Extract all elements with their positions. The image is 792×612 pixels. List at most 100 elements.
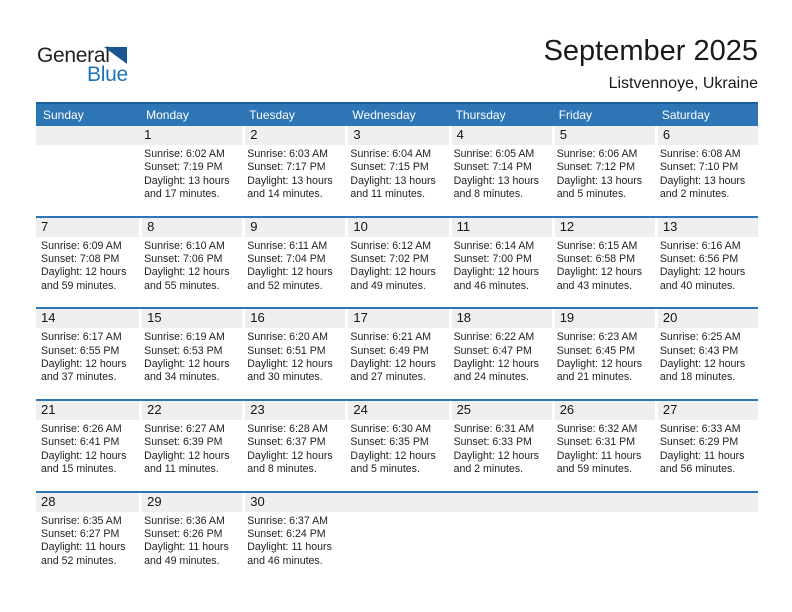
week-row: 14 15 16 17 18 19 20 Sunrise: 6:17 AM Sunset: 6:… — [36, 307, 758, 399]
sunrise-line: Sunrise: 6:10 AM — [144, 239, 225, 252]
daylight-line-cont: and 55 minutes. — [144, 279, 220, 292]
day-number-11: 11 — [448, 217, 552, 237]
day-number-4: 4 — [448, 126, 552, 145]
day-cell-2: Sunrise: 6:03 AM Sunset: 7:17 PM Daylight:… — [242, 148, 345, 202]
sunrise-line: Sunrise: 6:35 AM — [41, 514, 122, 527]
day-number-18: 18 — [448, 309, 552, 329]
day-header-friday: Friday — [558, 108, 593, 122]
day-number-empty — [345, 493, 448, 512]
sunrise-line: Sunrise: 6:27 AM — [144, 422, 225, 435]
sunrise-line: Sunrise: 6:37 AM — [247, 514, 328, 527]
daylight-line-cont: and 40 minutes. — [659, 279, 736, 292]
sunrise-line: Sunrise: 6:25 AM — [659, 331, 741, 344]
day-cell-9: Sunrise: 6:11 AM Sunset: 7:04 PM Daylight:… — [242, 240, 345, 294]
daylight-line: Daylight: 12 hours — [41, 449, 127, 462]
sunset-line: Sunset: 6:33 PM — [453, 436, 532, 449]
week-row: 1 2 3 4 5 6 Sunrise: 6:02 AM Sunset: 7:19 PM Day… — [36, 126, 758, 216]
day-detail-row: Sunrise: 6:09 AM Sunset: 7:08 PM Daylight:… — [36, 237, 758, 308]
day-cell-4: Sunrise: 6:05 AM Sunset: 7:14 PM Daylight:… — [449, 148, 552, 202]
day-cell-25: Sunrise: 6:31 AM Sunset: 6:33 PM Daylight:… — [449, 423, 552, 477]
day-number-band: 28 29 30 — [36, 492, 758, 512]
day-number-30: 30 — [242, 492, 345, 512]
day-number-10: 10 — [345, 217, 448, 237]
sunset-line: Sunset: 7:12 PM — [556, 161, 636, 174]
sunrise-line: Sunrise: 6:12 AM — [350, 239, 432, 252]
day-cell-16: Sunrise: 6:20 AM Sunset: 6:51 PM Daylight:… — [242, 331, 345, 385]
daylight-line-cont: and 46 minutes. — [453, 279, 529, 292]
day-detail-row: Sunrise: 6:02 AM Sunset: 7:19 PM Daylight:… — [36, 145, 758, 216]
daylight-line-cont: and 2 minutes. — [453, 463, 524, 476]
day-number-5: 5 — [551, 126, 655, 145]
general-blue-logo: General Blue — [37, 44, 167, 90]
day-number-8: 8 — [139, 217, 242, 237]
day-number-22: 22 — [139, 400, 242, 420]
day-cell-empty — [449, 515, 552, 569]
day-cell-15: Sunrise: 6:19 AM Sunset: 6:53 PM Daylight:… — [139, 331, 242, 385]
day-number-9: 9 — [242, 217, 345, 237]
sunrise-line: Sunrise: 6:23 AM — [556, 331, 638, 344]
sunrise-line: Sunrise: 6:30 AM — [350, 422, 432, 435]
sunset-line: Sunset: 6:24 PM — [247, 527, 326, 540]
weekday-header-row: Sunday Monday Tuesday Wednesday Thursday Frid… — [36, 102, 758, 126]
day-cell-19: Sunrise: 6:23 AM Sunset: 6:45 PM Daylight:… — [552, 331, 655, 385]
daylight-line: Daylight: 12 hours — [41, 358, 127, 371]
daylight-line-cont: and 49 minutes. — [144, 554, 220, 567]
day-cell-14: Sunrise: 6:17 AM Sunset: 6:55 PM Daylight:… — [36, 331, 139, 385]
day-number-29: 29 — [139, 492, 242, 512]
sunrise-line: Sunrise: 6:08 AM — [659, 148, 741, 160]
sunset-line: Sunset: 6:56 PM — [659, 253, 739, 266]
daylight-line-cont: and 49 minutes. — [350, 279, 426, 292]
day-cell-empty — [36, 148, 139, 202]
day-header-monday: Monday — [146, 108, 189, 122]
day-number-band: 21 22 23 24 25 26 27 — [36, 400, 758, 420]
sunset-line: Sunset: 6:27 PM — [41, 527, 120, 540]
day-number-20: 20 — [654, 309, 758, 329]
daylight-line-cont: and 15 minutes. — [41, 463, 117, 476]
sunset-line: Sunset: 7:00 PM — [453, 253, 532, 266]
day-cell-26: Sunrise: 6:32 AM Sunset: 6:31 PM Daylight:… — [552, 423, 655, 477]
sunset-line: Sunset: 7:17 PM — [247, 161, 326, 174]
sunset-line: Sunset: 7:15 PM — [350, 161, 429, 174]
daylight-line-cont: and 52 minutes. — [41, 554, 117, 567]
day-number-7: 7 — [41, 218, 49, 234]
daylight-line: Daylight: 13 hours — [247, 174, 333, 187]
day-cell-empty — [345, 515, 448, 569]
day-number-25: 25 — [448, 400, 552, 420]
sunrise-line: Sunrise: 6:28 AM — [247, 422, 328, 435]
sunset-line: Sunset: 6:35 PM — [350, 436, 429, 449]
daylight-line: Daylight: 12 hours — [247, 266, 333, 279]
daylight-line: Daylight: 11 hours — [556, 449, 642, 462]
sunset-line: Sunset: 7:02 PM — [350, 253, 429, 266]
day-number-2: 2 — [242, 126, 345, 145]
day-number-band: 14 15 16 17 18 19 20 — [36, 309, 758, 329]
sunrise-line: Sunrise: 6:09 AM — [41, 239, 122, 252]
day-cell-10: Sunrise: 6:12 AM Sunset: 7:02 PM Daylight:… — [345, 240, 448, 294]
sunrise-line: Sunrise: 6:26 AM — [41, 422, 122, 435]
daylight-line-cont: and 5 minutes. — [556, 188, 627, 201]
daylight-line: Daylight: 12 hours — [453, 358, 539, 371]
day-number-13: 13 — [654, 217, 758, 237]
daylight-line: Daylight: 12 hours — [350, 266, 436, 279]
daylight-line-cont: and 2 minutes. — [659, 188, 730, 201]
day-number-empty — [449, 493, 552, 512]
daylight-line-cont: and 8 minutes. — [453, 188, 524, 201]
day-cell-1: Sunrise: 6:02 AM Sunset: 7:19 PM Daylight:… — [139, 148, 242, 202]
daylight-line-cont: and 34 minutes. — [144, 371, 220, 384]
day-header-saturday: Saturday — [661, 108, 710, 122]
daylight-line: Daylight: 11 hours — [144, 541, 229, 554]
sunrise-line: Sunrise: 6:19 AM — [144, 331, 225, 344]
daylight-line-cont: and 27 minutes. — [350, 371, 426, 384]
sunrise-line: Sunrise: 6:17 AM — [41, 331, 122, 344]
location-subtitle: Listvennoye, Ukraine — [608, 75, 758, 92]
daylight-line: Daylight: 13 hours — [453, 174, 539, 187]
sunset-line: Sunset: 6:29 PM — [659, 436, 739, 449]
sunrise-line: Sunrise: 6:32 AM — [556, 422, 638, 435]
day-cell-3: Sunrise: 6:04 AM Sunset: 7:15 PM Daylight:… — [345, 148, 448, 202]
daylight-line: Daylight: 12 hours — [247, 449, 333, 462]
day-number-16: 16 — [242, 309, 345, 329]
sunset-line: Sunset: 7:08 PM — [41, 253, 120, 266]
sunset-line: Sunset: 7:14 PM — [453, 161, 532, 174]
daylight-line-cont: and 11 minutes. — [144, 463, 219, 476]
day-cell-13: Sunrise: 6:16 AM Sunset: 6:56 PM Daylight:… — [655, 240, 758, 294]
